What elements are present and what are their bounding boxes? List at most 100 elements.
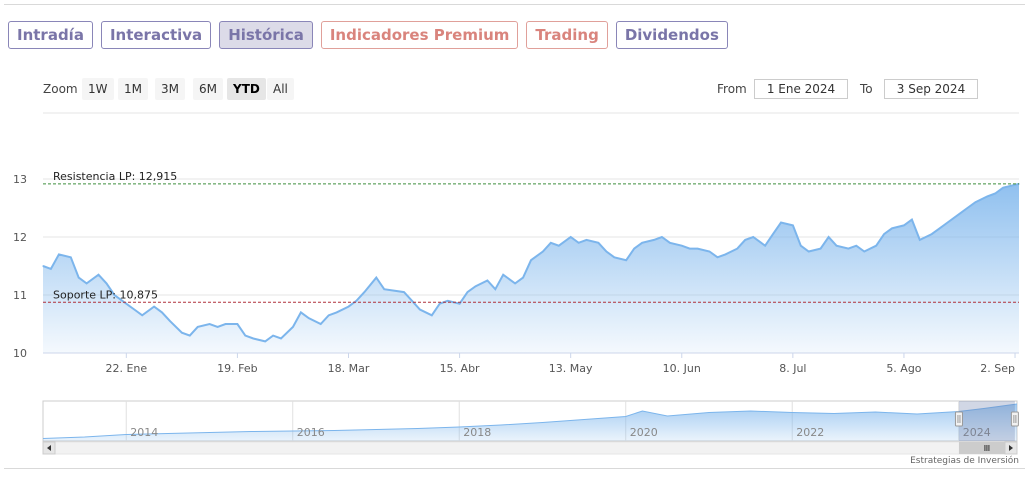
tab-historica[interactable]: Histórica <box>219 21 313 49</box>
x-tick-label: 15. Abr <box>440 362 480 375</box>
annotation-label: Resistencia LP: 12,915 <box>53 170 177 183</box>
data-point <box>863 250 865 253</box>
navigator-handle-right[interactable] <box>1010 411 1019 427</box>
x-tick-label: 22. Ene <box>105 362 147 375</box>
data-point <box>153 306 155 308</box>
data-point <box>411 300 413 302</box>
data-point <box>792 224 794 226</box>
data-point <box>903 224 905 226</box>
data-point <box>605 250 608 253</box>
data-point <box>947 221 949 224</box>
credits[interactable]: Estrategias de Inversión <box>910 456 1019 466</box>
x-axis: 22. Ene 19. Feb 18. Mar 15. Abr 13. May 10. J… <box>43 352 1019 375</box>
data-point <box>224 323 227 325</box>
data-point <box>308 317 310 319</box>
series-area-fill <box>43 183 1019 353</box>
data-point <box>439 303 441 305</box>
data-point <box>891 227 893 229</box>
top-border <box>4 4 1025 5</box>
data-point <box>466 291 469 293</box>
navigator-year-label: 2022 <box>796 426 824 439</box>
data-point <box>292 326 294 328</box>
from-date-input[interactable]: 1 Ene 2024 <box>754 79 848 99</box>
navigator-year-label: 2018 <box>463 426 491 439</box>
zoom-1m-button[interactable]: 1M <box>118 78 148 100</box>
data-point <box>542 250 544 253</box>
data-point <box>300 311 302 313</box>
tab-interactiva[interactable]: Interactiva <box>100 21 212 49</box>
data-point <box>264 340 266 342</box>
data-point <box>336 311 338 313</box>
data-point <box>744 239 746 241</box>
data-point <box>772 233 774 235</box>
data-point <box>613 256 615 258</box>
zoom-6m-button[interactable]: 6M <box>193 78 223 100</box>
data-point <box>530 259 532 261</box>
data-point <box>272 335 274 337</box>
data-point <box>994 192 996 195</box>
data-point <box>328 314 330 316</box>
data-point <box>419 308 421 311</box>
x-tick-label: 18. Mar <box>328 362 370 375</box>
to-date-input[interactable]: 3 Sep 2024 <box>884 79 978 99</box>
y-tick-label: 11 <box>13 289 27 302</box>
data-point <box>161 311 163 313</box>
data-point <box>252 337 254 340</box>
y-tick-label: 13 <box>13 173 27 186</box>
data-point <box>236 323 238 325</box>
data-point <box>70 256 72 258</box>
data-point <box>181 332 183 334</box>
data-point <box>320 323 322 325</box>
annotations: Resistencia LP: 12,915 Soporte LP: 10,875 <box>43 170 1019 303</box>
data-point <box>919 239 921 241</box>
navigator-year-label: 2016 <box>297 426 325 439</box>
data-point <box>966 207 969 209</box>
x-tick-label: 2. Sep <box>980 362 1015 375</box>
data-point <box>570 236 572 238</box>
data-point <box>847 248 850 250</box>
y-tick-label: 12 <box>13 231 27 244</box>
data-point <box>502 274 504 276</box>
data-point <box>633 248 635 250</box>
data-point <box>808 250 810 253</box>
navigator-line <box>42 403 1018 439</box>
scrollbar-track[interactable] <box>42 441 1018 455</box>
data-point <box>383 288 385 290</box>
data-point <box>347 306 350 308</box>
x-tick-label: 10. Jun <box>663 362 701 375</box>
data-point <box>939 227 941 229</box>
series-area <box>42 182 1020 353</box>
tab-intradia[interactable]: Intradía <box>8 21 93 49</box>
data-point <box>653 239 655 241</box>
tab-trading[interactable]: Trading <box>526 21 608 49</box>
tab-indicadores-premium[interactable]: Indicadores Premium <box>320 21 519 49</box>
data-point <box>58 253 60 255</box>
data-point <box>986 195 988 197</box>
navigator[interactable]: 2014 2016 2018 2020 2022 2024 <box>42 400 1019 455</box>
zoom-ytd-button[interactable]: YTD <box>227 78 266 100</box>
data-point <box>141 314 143 316</box>
zoom-label: Zoom <box>43 82 78 96</box>
data-point <box>78 277 80 279</box>
bottom-border <box>4 468 1025 469</box>
navigator-handle-left[interactable] <box>954 411 963 427</box>
data-point <box>697 248 699 250</box>
arrow-left-icon <box>47 445 51 451</box>
data-point <box>514 282 516 284</box>
zoom-all-button[interactable]: All <box>267 78 294 100</box>
navigator-area <box>43 404 1017 441</box>
tab-dividendos[interactable]: Dividendos <box>615 21 728 49</box>
zoom-3m-button[interactable]: 3M <box>155 78 185 100</box>
x-tick-label: 13. May <box>549 362 593 375</box>
zoom-1w-button[interactable]: 1W <box>82 78 114 100</box>
arrow-right-icon <box>1009 445 1013 451</box>
data-point <box>280 337 282 340</box>
data-point <box>875 245 877 247</box>
data-point <box>958 213 961 215</box>
data-point <box>597 242 600 244</box>
data-point <box>459 303 461 305</box>
data-point <box>835 245 838 247</box>
data-point <box>550 242 552 244</box>
data-point <box>375 277 377 279</box>
y-tick-label: 10 <box>13 347 27 360</box>
